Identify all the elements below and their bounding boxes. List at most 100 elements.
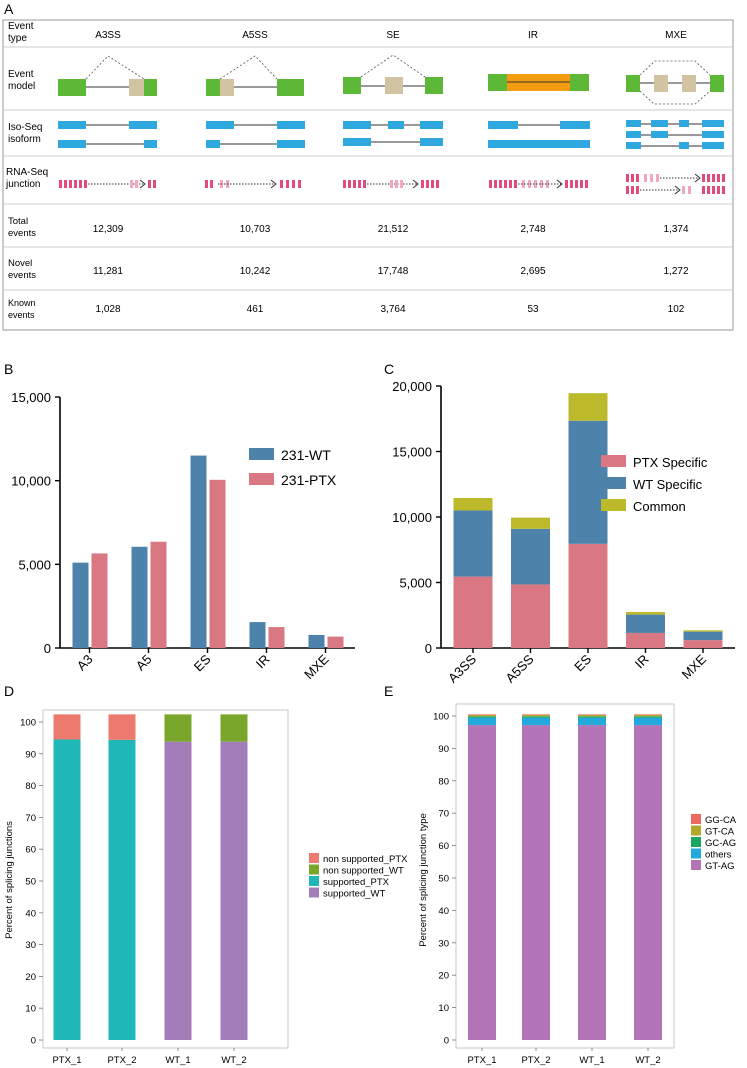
- y-tick-label: 90: [438, 744, 449, 755]
- legend-label-gt-ca: GT-CA: [705, 827, 735, 838]
- model-mxe: [626, 60, 724, 105]
- iso-mxe: [626, 120, 724, 149]
- total-a5ss: 10,703: [240, 224, 271, 235]
- y-tick-label: 15,000: [11, 390, 51, 405]
- bar-gg-ca-wt-2: [634, 714, 662, 716]
- legend-swatch-common: [601, 499, 626, 511]
- legend-swatch-others: [691, 848, 701, 859]
- y-tick-label: 0: [425, 641, 432, 656]
- y-tick-label: 0: [444, 1036, 449, 1047]
- legend-label-non-supported-wt: non supported_WT: [323, 866, 404, 877]
- y-tick-label: 10: [438, 1003, 449, 1014]
- bar-gt-ag-ptx-1: [468, 725, 496, 1040]
- bar-common-a5ss: [511, 517, 550, 529]
- chart-e: 0 10 20 30 40 50 60 70 80 90 100 Percent of splicin…: [418, 703, 737, 1066]
- y-tick-label: 5,000: [18, 557, 51, 572]
- legend-label-ptx-specific: PTX Specific: [633, 455, 708, 470]
- x-tick-label: A3SS: [445, 651, 479, 685]
- y-tick-label: 50: [25, 877, 36, 888]
- row-label-iso-1: Iso-Seq: [8, 122, 42, 133]
- bar-gt-ag-ptx-2: [522, 725, 550, 1040]
- bar-gg-ca-ptx-1: [468, 714, 496, 716]
- known-se: 3,764: [380, 304, 405, 315]
- bar-common-mxe: [683, 630, 723, 632]
- bar-wt-specific-a5ss: [511, 528, 550, 585]
- y-tick-label: 70: [438, 809, 449, 820]
- bar-others-ptx-2: [522, 717, 550, 726]
- legend-swatch-supported-wt: [309, 887, 319, 898]
- plot-frame: [42, 709, 289, 1049]
- x-tick-label: IR: [253, 652, 273, 672]
- bar-gt-ag-wt-1: [578, 725, 606, 1040]
- bar-wt-specific-a3ss: [453, 510, 493, 577]
- bar-gt-ca-ptx-2: [522, 715, 550, 717]
- total-mxe: 1,374: [663, 224, 688, 235]
- y-tick-label: 90: [25, 749, 36, 760]
- total-ir: 2,748: [520, 224, 545, 235]
- chart-c: 0 5,000 10,000 15,000 20,000 A3SS A5SS ES IR MXE P…: [392, 379, 735, 686]
- legend-label-gt-ag: GT-AG: [705, 861, 735, 872]
- y-tick-label: 100: [20, 718, 36, 729]
- known-mxe: 102: [668, 304, 685, 315]
- legend-swatch-gt-ag: [691, 860, 701, 870]
- x-tick-label: PTX_1: [52, 1055, 81, 1066]
- bar-gt-ca-wt-1: [578, 715, 606, 717]
- x-tick-label: A5SS: [503, 651, 537, 685]
- legend-swatch-wt-specific: [601, 477, 626, 489]
- bar-non-supported-ptx-ptx-2: [108, 714, 136, 740]
- y-tick-label: 10,000: [392, 510, 432, 525]
- bar-231-ptx-mxe: [327, 636, 344, 648]
- bar-gc-ag-wt-2: [634, 716, 662, 718]
- bar-non-supported-wt-wt-2: [220, 714, 248, 742]
- bar-231-wt-ir: [249, 622, 266, 648]
- x-tick-label: ES: [571, 651, 594, 674]
- row-label-known-2: events: [8, 310, 35, 320]
- legend-swatch-231-wt: [249, 448, 274, 460]
- table-border: [2, 19, 734, 331]
- junction-ir: [489, 179, 588, 189]
- legend-label-supported-wt: supported_WT: [323, 889, 386, 900]
- bar-231-wt-mxe: [308, 634, 325, 648]
- x-tick-label: MXE: [301, 651, 332, 682]
- event-model-diagrams: [58, 54, 724, 105]
- y-tick-label: 10: [25, 1004, 36, 1015]
- y-tick-label: 80: [438, 776, 449, 787]
- plot-frame: [455, 703, 675, 1049]
- row-label-total-2: events: [8, 228, 36, 239]
- total-a3ss: 12,309: [93, 224, 124, 235]
- legend-label-supported-ptx: supported_PTX: [323, 877, 390, 888]
- row-label-type-2: type: [8, 33, 27, 44]
- known-a5ss: 461: [247, 304, 264, 315]
- legend-label-wt-specific: WT Specific: [633, 477, 703, 492]
- legend-label-common: Common: [633, 499, 686, 514]
- model-se: [343, 54, 443, 94]
- legend-label-231-ptx: 231-PTX: [281, 472, 337, 488]
- row-label-rna-1: RNA-Seq: [6, 167, 48, 178]
- bar-gt-ca-ptx-1: [468, 715, 496, 717]
- junction-a5ss: [205, 179, 301, 189]
- y-tick-label: 70: [25, 813, 36, 824]
- y-tick-label: 0: [44, 641, 51, 656]
- x-tick-label: IR: [632, 652, 652, 672]
- row-label-model-2: model: [8, 81, 35, 92]
- bar-gc-ag-ptx-2: [522, 716, 550, 718]
- junction-se: [343, 179, 439, 189]
- bar-ptx-specific-a5ss: [511, 584, 550, 648]
- row-label-model-1: Event: [8, 69, 34, 80]
- row-label-total-1: Total: [8, 216, 28, 227]
- y-tick-label: 60: [438, 841, 449, 852]
- legend-swatch-non-supported-wt: [309, 864, 319, 875]
- iso-a3ss: [58, 121, 157, 148]
- x-tick-label: WT_1: [165, 1055, 190, 1066]
- bar-others-wt-2: [634, 717, 662, 726]
- x-tick-label: A3: [74, 652, 96, 674]
- bar-ptx-specific-mxe: [683, 640, 723, 648]
- chart-b: 0 5,000 10,000 15,000 A3 A5 ES IR MXE 231-WT 231-P…: [11, 390, 355, 682]
- x-tick-label: PTX_1: [467, 1055, 496, 1066]
- bar-gt-ca-wt-2: [634, 715, 662, 717]
- legend-label-others: others: [705, 850, 732, 861]
- legend-label-non-supported-ptx: non supported_PTX: [323, 854, 408, 865]
- x-tick-label: ES: [191, 651, 214, 674]
- y-tick-label: 100: [433, 712, 449, 723]
- y-tick-label: 20: [438, 971, 449, 982]
